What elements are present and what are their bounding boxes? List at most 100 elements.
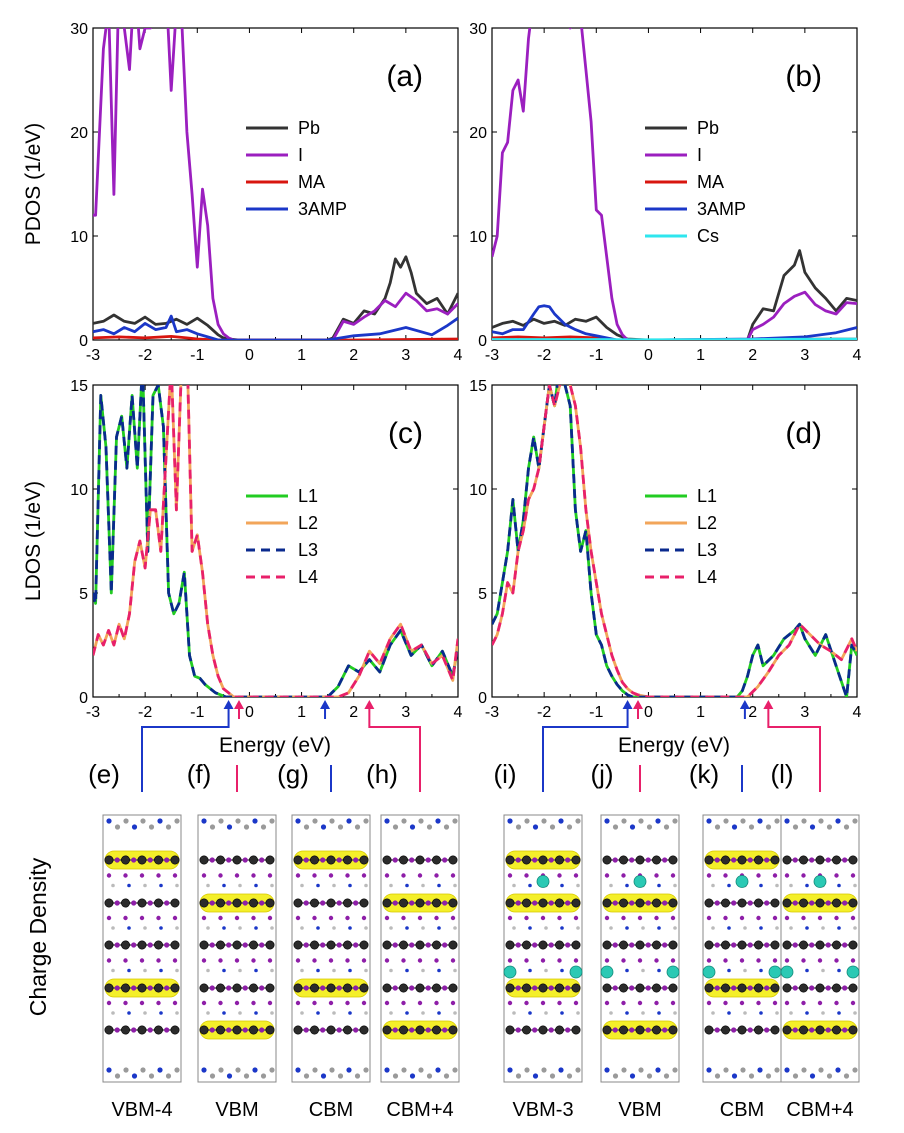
atom-i-apical [328,915,334,921]
atom-organic [743,968,747,973]
atom-pb [815,898,825,908]
atom-pb [651,855,661,865]
atom-i [242,900,248,906]
atom-organic [711,883,715,888]
atom-organic [657,883,661,888]
y-tick-label: 15 [70,378,88,395]
atom-i [226,900,232,906]
atom-pb [831,898,841,908]
atom-i-apical [434,958,439,963]
atom-organic [437,1011,441,1015]
atom-i [242,1027,248,1033]
connector-5 [633,700,643,792]
atom-organic [852,818,858,824]
atom-i-apical [772,958,778,963]
atom-organic [332,1011,336,1015]
legend-label: I [298,145,303,165]
atom-organic [254,883,258,888]
panel-a: -3 -2 -1 0 1 2 3 4 0 10 20 30 PDOS (1/eV) (a) Pb I MA 3AM… [22,21,463,364]
atom-i-apical [557,958,562,963]
atom-i-apical [450,873,456,878]
atom-i-apical [557,915,562,921]
atom-organic [175,926,179,930]
atom-organic [364,968,368,973]
atom-i-apical [637,958,643,963]
atom-organic [332,883,336,888]
atom-i [353,857,359,863]
atom-cs [633,875,647,888]
y-tick-label: 30 [70,21,88,38]
atom-organic [354,824,361,830]
legend-label: L2 [298,513,318,533]
atom-i-apical [172,958,178,963]
atom-pb [398,1025,408,1035]
x-tick-label: 4 [454,704,463,721]
atom-pb [415,898,425,908]
atom-i [809,857,815,863]
atom-pb [505,983,515,993]
atom-organic [260,1073,267,1079]
panel-b: -3 -2 -1 0 1 2 3 4 0 10 20 30 (b) Pb I MA 3AMP Cs [469,21,861,364]
atom-pb [753,983,763,993]
atom-organic [809,1073,816,1079]
atom-organic [295,818,301,824]
atom-i [164,857,170,863]
atom-pb [342,855,352,865]
atom-i-apical [295,958,301,963]
unit-cell-box [380,814,460,1083]
atom-pb [798,983,808,993]
state-label: VBM [618,1099,661,1121]
atom-organic [421,1011,425,1015]
atom-i-apical [267,1000,273,1006]
atom-i [320,857,326,863]
atom-organic [843,824,850,830]
atom-i-apical [234,1000,240,1006]
arrow-head [320,700,331,709]
atom-i-apical [540,915,546,921]
atom-organic [254,968,258,973]
atom-i-apical [524,958,529,963]
atom-i [320,900,326,906]
atom-i [662,942,668,948]
atom-i-apical [384,1000,390,1006]
atom-i-apical [557,873,562,878]
atom-organic [512,1011,516,1015]
atom-organic [759,883,763,888]
atom-pb [249,855,259,865]
x-tick-label: 1 [297,704,306,721]
atom-i-apical [524,915,529,921]
atom-i-apical [654,958,659,963]
unit-cell-box [102,814,182,1083]
atom-i-apical [557,1000,562,1006]
atom-organic [835,818,841,824]
atom-pb [831,1025,841,1035]
atom-i-apical [706,1000,712,1006]
atom-pb [431,940,441,950]
atom-organic [300,968,304,973]
atom-i [565,900,571,906]
legend-label: L4 [298,567,318,587]
atom-organic [532,1073,539,1079]
atom-organic [576,926,580,930]
atom-organic [206,883,210,888]
atom-pb [782,940,792,950]
atom-pb [737,898,747,908]
panel-tag: (b) [785,60,822,93]
atom-i-apical [172,915,178,921]
atom-i-apical [670,915,676,921]
atom-organic [757,818,763,824]
atom-pb [704,898,714,908]
atom-i-apical [524,873,529,878]
atom-organic [364,883,368,888]
atom-organic [316,968,320,973]
atom-organic [625,883,629,888]
atom-i-apical [450,915,456,921]
atom-i-apical [706,958,712,963]
atom-pb [770,855,780,865]
atom-pb [431,1025,441,1035]
atom-i [532,900,538,906]
atom-pb [326,898,336,908]
atom-i [226,1027,232,1033]
atom-organic [270,1011,274,1015]
atom-i-apical [723,958,728,963]
